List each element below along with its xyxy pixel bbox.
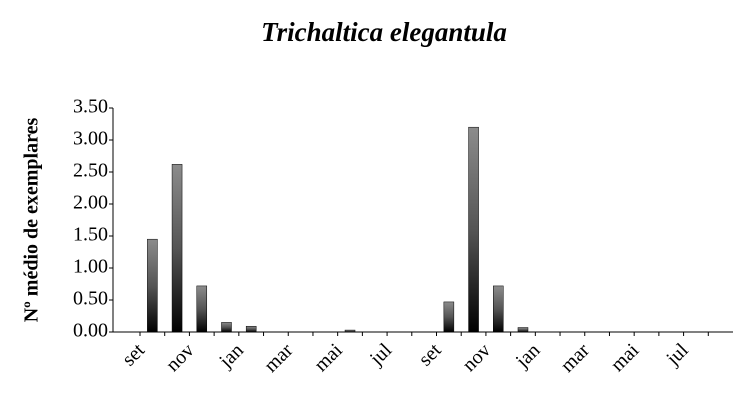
y-tick-label: 2.00 — [73, 192, 108, 214]
y-tick-label: 2.50 — [73, 160, 108, 182]
bar — [344, 329, 356, 333]
x-tick-label: nov — [458, 339, 495, 376]
bar — [517, 327, 529, 333]
bar — [493, 285, 504, 333]
x-tick-label: mar — [260, 339, 298, 377]
x-tick-label: mai — [607, 339, 644, 376]
x-tick-label: nov — [162, 339, 199, 376]
y-tick-label: 0.50 — [73, 288, 108, 310]
x-tick-label: jan — [511, 339, 545, 373]
bar — [245, 325, 257, 333]
bar — [196, 285, 208, 333]
x-tick-label: jul — [365, 339, 397, 371]
y-tick-label: 1.50 — [73, 224, 108, 246]
x-tick-label: mai — [310, 339, 347, 376]
x-tick-label: mar — [556, 339, 594, 377]
x-tick-label: set — [414, 339, 446, 371]
x-tick-label: jul — [662, 339, 694, 371]
bar — [147, 238, 158, 333]
bar — [171, 164, 183, 333]
y-tick-label: 1.00 — [73, 256, 108, 278]
chart-title: Trichaltica elegantula — [261, 17, 507, 47]
x-tick-label: set — [118, 339, 150, 371]
bar — [468, 126, 479, 333]
x-tick-label: jan — [214, 339, 248, 373]
y-tick-label: 0.00 — [73, 320, 108, 342]
bar — [443, 301, 455, 333]
y-tick-label: 3.00 — [73, 128, 108, 150]
y-axis-label: Nº médio de exemplares — [21, 118, 43, 323]
bar — [221, 322, 232, 333]
y-tick-label: 3.50 — [73, 96, 108, 118]
